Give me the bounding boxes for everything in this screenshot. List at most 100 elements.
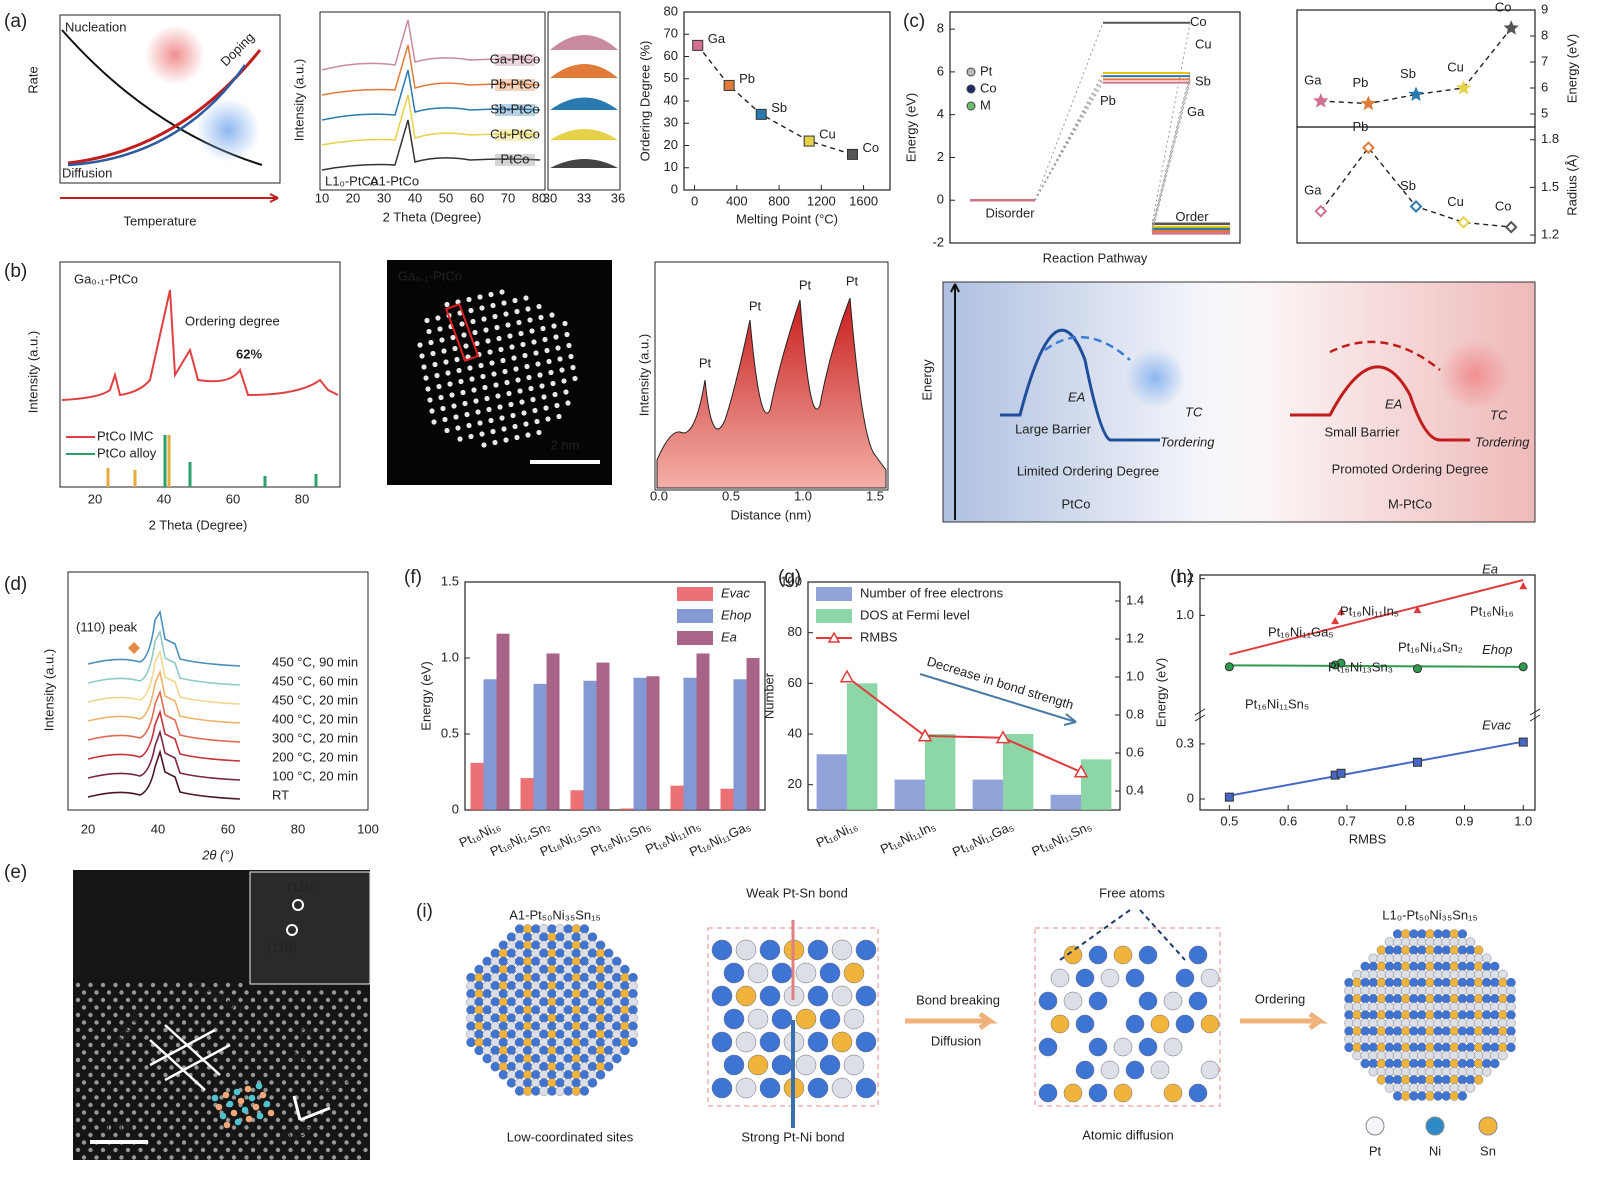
atom: [119, 1095, 124, 1100]
atom: [1473, 1075, 1484, 1085]
atom: [1376, 1050, 1387, 1061]
atom: [1433, 969, 1443, 980]
x-tick-label: 40: [151, 821, 165, 836]
atom: [523, 1037, 533, 1048]
atom: [319, 1035, 324, 1040]
atom: [169, 1020, 174, 1025]
atom: [1417, 945, 1427, 955]
atom: [539, 1053, 549, 1064]
bar: [733, 679, 747, 810]
atom: [1457, 1010, 1468, 1020]
label: (110): [267, 939, 296, 954]
atom: [163, 1042, 168, 1048]
atom: [206, 1080, 212, 1085]
atom: [281, 1020, 287, 1025]
atom: [514, 1061, 525, 1072]
atom: [462, 400, 468, 407]
legend-swatch: [677, 631, 713, 645]
atom: [1400, 1058, 1411, 1069]
atom: [350, 1117, 356, 1123]
atom: [267, 1109, 275, 1117]
bar: [596, 662, 610, 810]
atom: [75, 1117, 81, 1123]
atom: [250, 1042, 256, 1048]
y-tick-label: 40: [664, 92, 678, 107]
atom: [579, 1070, 590, 1080]
atom: [294, 1050, 299, 1055]
atom: [94, 1125, 99, 1130]
atom: [1075, 968, 1095, 988]
atom: [1384, 1042, 1395, 1053]
atom: [181, 1140, 187, 1145]
atom: [490, 1005, 500, 1015]
atom: [81, 1125, 87, 1130]
atom: [255, 1082, 263, 1090]
inset-traces: [550, 35, 618, 168]
atom: [1417, 1018, 1427, 1028]
atom: [1449, 1042, 1460, 1053]
atom: [466, 422, 472, 429]
atom: [461, 332, 467, 338]
atom: [188, 1102, 193, 1108]
y2-tick-label: 1.2: [1126, 630, 1144, 645]
label: (110) peak: [76, 619, 138, 634]
atom: [194, 1095, 199, 1100]
point: [1504, 220, 1518, 234]
atom: [263, 1132, 268, 1138]
tag-bg: [495, 54, 535, 66]
atom: [1360, 1058, 1370, 1069]
atom: [482, 989, 492, 999]
axes-frame: [464, 581, 766, 811]
atom: [498, 956, 509, 967]
atom: [855, 939, 877, 961]
atom: [244, 1065, 249, 1070]
atom: [325, 1072, 331, 1078]
label: 450 °C, 90 min: [272, 654, 358, 669]
xrd-traces: [87, 609, 241, 800]
atom: [498, 1013, 509, 1023]
atom: [1433, 1010, 1443, 1020]
atom: [1400, 1075, 1411, 1085]
atom: [587, 956, 598, 967]
atom: [579, 1061, 590, 1072]
atom: [506, 989, 517, 999]
atom: [1498, 1018, 1508, 1028]
atom: [331, 1140, 337, 1145]
atom: [231, 1140, 237, 1145]
label: 62%: [236, 346, 262, 361]
atom: [344, 1080, 349, 1085]
atom: [531, 1086, 541, 1096]
atom: [1473, 1058, 1484, 1069]
atom: [564, 331, 570, 338]
atom: [555, 1053, 565, 1064]
atom: [344, 1065, 349, 1070]
atom: [325, 1012, 331, 1018]
point: [1336, 768, 1346, 778]
atom: [163, 1117, 168, 1123]
atom: [275, 1012, 281, 1018]
bar: [1081, 759, 1112, 810]
atom: [1360, 986, 1370, 996]
atom: [831, 1031, 853, 1053]
atom: [531, 940, 541, 950]
axis-label: Intensity (a.u.): [25, 331, 40, 413]
atom: [225, 1147, 231, 1153]
atom: [562, 320, 568, 327]
atom: [490, 1037, 500, 1048]
atom: [551, 323, 557, 329]
atom: [169, 1155, 174, 1160]
atom: [1344, 1002, 1354, 1012]
atom: [595, 989, 606, 999]
atom: [313, 1132, 318, 1138]
atom: [338, 1027, 343, 1033]
atom: [275, 1057, 281, 1063]
atom: [125, 1057, 131, 1063]
bar: [520, 778, 534, 810]
label: Limited Ordering Degree: [1017, 463, 1159, 478]
label: Pt: [846, 273, 859, 288]
atom: [539, 997, 549, 1007]
atom: [541, 394, 547, 400]
atom: [325, 997, 331, 1003]
atom: [466, 1037, 476, 1048]
atom: [1481, 1042, 1492, 1053]
